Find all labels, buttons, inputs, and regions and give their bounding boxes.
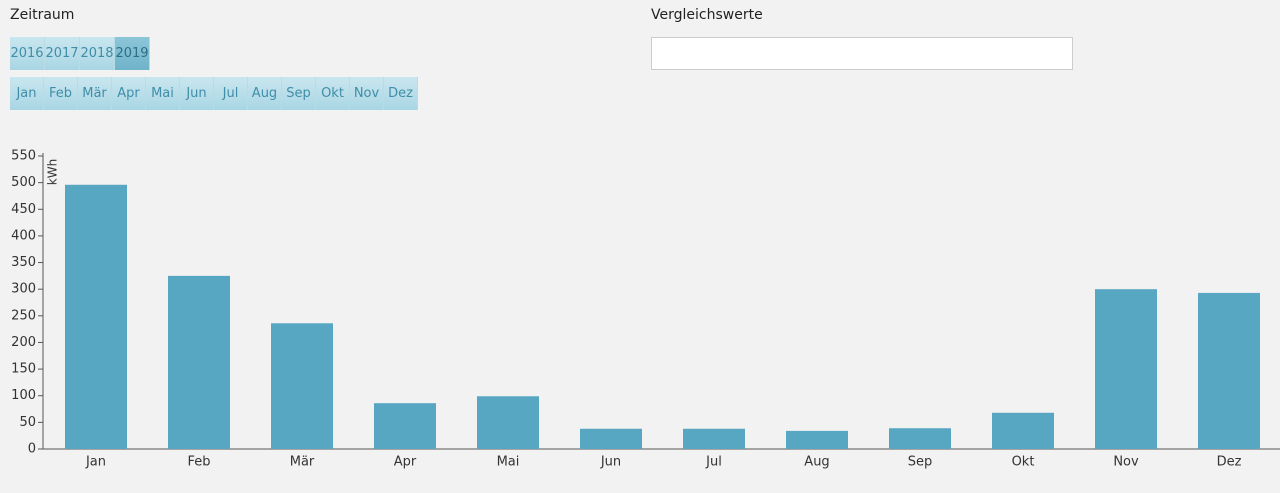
y-axis-label: kWh — [46, 159, 60, 185]
y-tick-label: 350 — [11, 255, 36, 270]
x-tick-label: Okt — [1012, 455, 1035, 470]
x-tick-label: Nov — [1113, 455, 1139, 470]
button[interactable]: Feb — [44, 77, 78, 110]
x-tick-label: Sep — [908, 455, 933, 470]
button[interactable]: Nov — [350, 77, 384, 110]
bar — [992, 412, 1054, 449]
button[interactable]: Dez — [384, 77, 418, 110]
button[interactable]: Apr — [112, 77, 146, 110]
zeitraum-label: Zeitraum — [10, 7, 75, 23]
compare-input[interactable] — [651, 37, 1073, 70]
x-tick-label: Dez — [1217, 455, 1242, 470]
y-tick-label: 500 — [11, 175, 36, 190]
x-tick-label: Mai — [497, 455, 520, 470]
button[interactable]: Aug — [248, 77, 282, 110]
x-tick-label: Jun — [600, 455, 621, 470]
button[interactable]: Okt — [316, 77, 350, 110]
button[interactable]: Jan — [10, 77, 44, 110]
x-tick-label: Apr — [394, 455, 417, 470]
y-tick-label: 50 — [19, 415, 36, 430]
x-tick-label: Feb — [187, 455, 210, 470]
bar — [580, 428, 642, 449]
y-tick-label: 0 — [28, 442, 36, 457]
y-tick-label: 450 — [11, 202, 36, 217]
bar — [1095, 289, 1157, 449]
year-buttons: 2016 2017 2018 2019 — [10, 37, 150, 70]
x-tick-label: Jan — [85, 455, 106, 470]
x-tick-label: Mär — [290, 455, 315, 470]
button[interactable]: 2019 — [115, 37, 150, 70]
button[interactable]: Jul — [214, 77, 248, 110]
y-tick-label: 300 — [11, 282, 36, 297]
month-buttons: Jan Feb Mär Apr Mai Jun Jul Aug Sep Okt Nov Dez — [10, 77, 418, 110]
button[interactable]: Sep — [282, 77, 316, 110]
y-tick-label: 250 — [11, 308, 36, 323]
x-tick-label: Jul — [705, 455, 722, 470]
button[interactable]: 2017 — [45, 37, 80, 70]
y-tick-label: 400 — [11, 228, 36, 243]
bar — [168, 275, 230, 449]
bar — [889, 428, 951, 449]
y-tick-label: 550 — [11, 149, 36, 164]
y-tick-label: 150 — [11, 362, 36, 377]
y-tick-label: 200 — [11, 335, 36, 350]
button[interactable]: Mär — [78, 77, 112, 110]
button[interactable]: 2016 — [10, 37, 45, 70]
bar — [271, 323, 333, 449]
bar — [65, 184, 127, 449]
button[interactable]: 2018 — [80, 37, 115, 70]
button[interactable]: Jun — [180, 77, 214, 110]
bar — [1198, 292, 1260, 449]
button[interactable]: Mai — [146, 77, 180, 110]
vergleichswerte-label: Vergleichswerte — [651, 7, 763, 23]
bar — [477, 396, 539, 449]
bar — [786, 430, 848, 449]
bar — [683, 428, 745, 449]
bar — [374, 403, 436, 449]
x-tick-label: Aug — [804, 455, 829, 470]
y-tick-label: 100 — [11, 388, 36, 403]
